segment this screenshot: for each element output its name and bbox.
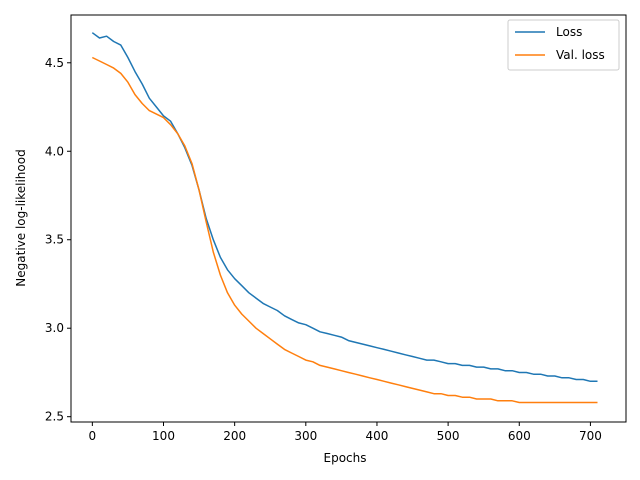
x-axis-label: Epochs	[324, 451, 367, 465]
series-line-val-loss	[91, 56, 598, 404]
y-tick-label: 3.5	[45, 233, 64, 247]
y-axis-label: Negative log-likelihood	[14, 149, 28, 286]
x-tick-label: 300	[294, 429, 317, 443]
y-tick-label: 3.0	[45, 321, 64, 335]
x-tick-label: 600	[508, 429, 531, 443]
x-tick-label: 200	[223, 429, 246, 443]
y-tick-label: 2.5	[45, 410, 64, 424]
y-axis: 2.5 3.0 3.5 4.0 4.5	[45, 56, 71, 424]
x-tick-label: 500	[437, 429, 460, 443]
legend-label-val-loss: Val. loss	[556, 48, 605, 62]
x-tick-label: 400	[366, 429, 389, 443]
y-tick-label: 4.5	[45, 56, 64, 70]
y-tick-label: 4.0	[45, 144, 64, 158]
legend-label-loss: Loss	[556, 25, 582, 39]
legend: Loss Val. loss	[507, 19, 620, 71]
x-tick-label: 100	[152, 429, 175, 443]
plot-frame	[70, 14, 627, 423]
x-axis: 0 100 200 300 400 500 600 700	[89, 422, 602, 443]
x-tick-label: 0	[89, 429, 97, 443]
plot-lines	[91, 32, 598, 404]
x-tick-label: 700	[579, 429, 602, 443]
